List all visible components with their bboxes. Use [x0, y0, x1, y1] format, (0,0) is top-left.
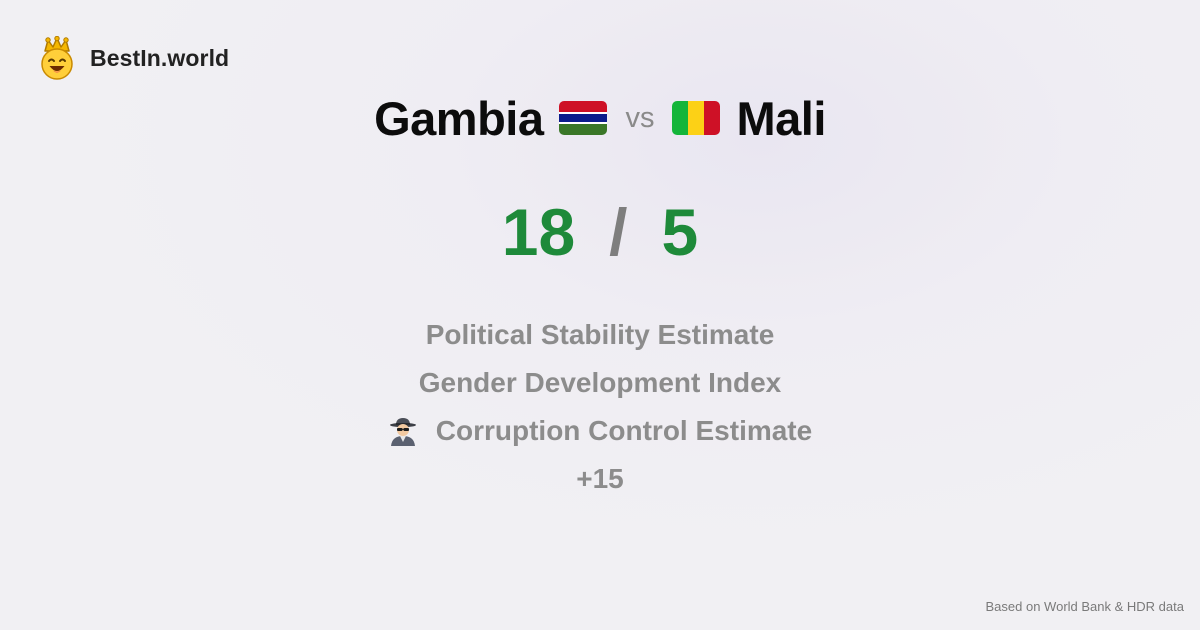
mali-flag-icon: [672, 101, 721, 135]
metric-label: Corruption Control Estimate: [435, 415, 813, 446]
brand-name: BestIn.world: [90, 44, 230, 71]
metric-item: Political Stability Estimate: [426, 311, 775, 359]
right-score: 5: [661, 195, 699, 269]
brand[interactable]: BestIn.world: [38, 36, 229, 80]
left-country-name[interactable]: Gambia: [374, 91, 544, 145]
right-country-name[interactable]: Mali: [736, 91, 826, 145]
left-score: 18: [501, 195, 576, 269]
detective-icon: [389, 418, 416, 446]
metric-label: Political Stability Estimate: [425, 319, 775, 350]
metric-item: Gender Development Index: [419, 359, 782, 407]
metric-item: Corruption Control Estimate: [388, 407, 812, 455]
gambia-flag-icon: [559, 101, 608, 135]
metric-label: +15: [576, 463, 624, 494]
score: 18 / 5: [0, 192, 1200, 272]
metric-label: Gender Development Index: [418, 367, 782, 398]
vs-label: vs: [625, 101, 655, 134]
metric-list: Political Stability Estimate Gender Deve…: [0, 311, 1200, 503]
score-separator: /: [609, 195, 628, 269]
crowned-smiley-icon: [41, 36, 73, 80]
more-metrics-count[interactable]: +15: [576, 455, 624, 503]
matchup-heading: Gambia vs Mali: [0, 88, 1200, 148]
data-source-note: Based on World Bank & HDR data: [985, 599, 1184, 614]
